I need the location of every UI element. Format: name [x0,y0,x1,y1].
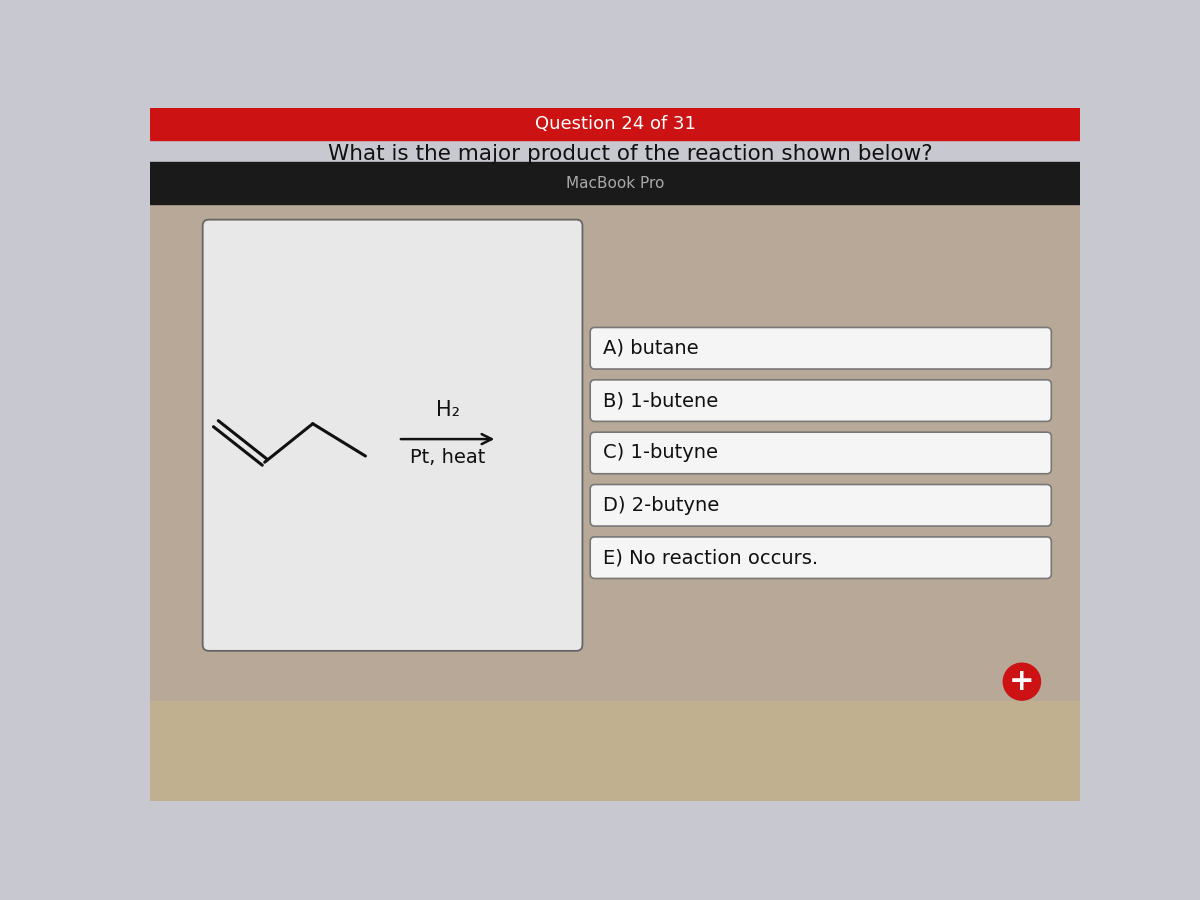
Bar [150,701,1080,801]
Text: A) butane: A) butane [602,338,698,357]
Text: What is the major product of the reaction shown below?: What is the major product of the reactio… [329,144,932,164]
Text: D) 2-butyne: D) 2-butyne [602,496,719,515]
Bar [150,204,1080,801]
FancyBboxPatch shape [590,537,1051,579]
Bar [150,162,1080,204]
Text: C) 1-butyne: C) 1-butyne [602,444,718,463]
FancyBboxPatch shape [590,380,1051,421]
Circle shape [1003,663,1040,700]
Text: MacBook Pro: MacBook Pro [566,176,664,191]
FancyBboxPatch shape [590,432,1051,473]
Text: Pt, heat: Pt, heat [410,448,485,467]
FancyBboxPatch shape [203,220,582,651]
Text: Question 24 of 31: Question 24 of 31 [534,115,696,133]
Text: B) 1-butene: B) 1-butene [602,392,718,410]
Bar [150,108,1080,140]
FancyBboxPatch shape [590,484,1051,526]
Text: H₂: H₂ [436,400,460,419]
Text: +: + [1009,667,1034,697]
Text: E) No reaction occurs.: E) No reaction occurs. [602,548,817,567]
FancyBboxPatch shape [590,328,1051,369]
